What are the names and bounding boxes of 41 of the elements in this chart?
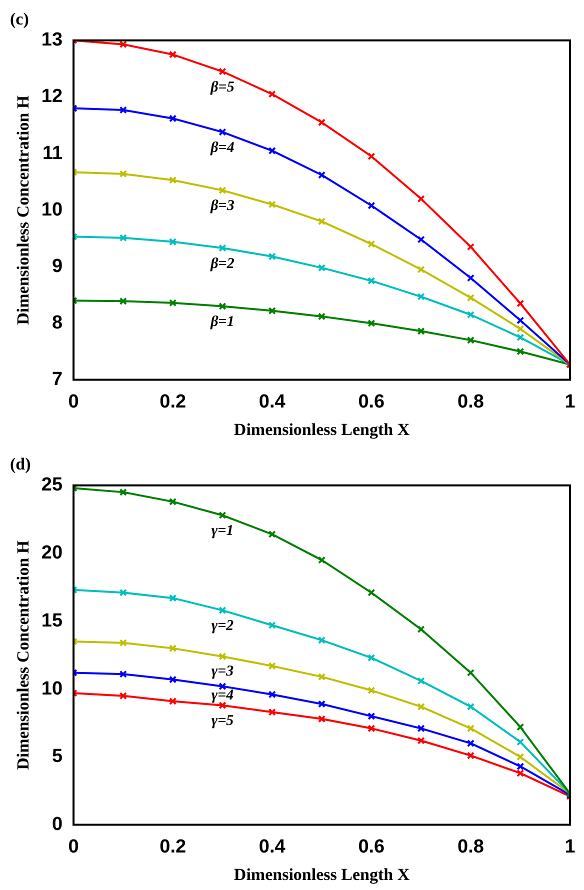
y-tick-label: 7 — [52, 369, 63, 390]
y-tick-label: 8 — [52, 312, 63, 334]
y-tick-label: 10 — [41, 199, 63, 220]
series-label: γ=1 — [211, 523, 234, 540]
series-label: γ=4 — [211, 688, 234, 704]
y-tick-label: 12 — [41, 86, 63, 108]
x-tick-label: 0.8 — [457, 391, 484, 412]
series-label: β=4 — [210, 140, 235, 156]
series-label: γ=3 — [211, 663, 234, 680]
y-axis-title: Dimensionless Concentration H — [14, 540, 33, 770]
x-tick-label: 0.8 — [457, 836, 484, 858]
x-tick-label: 0.4 — [258, 391, 286, 412]
x-tick-label: 0.2 — [160, 836, 186, 858]
series-label: γ=5 — [211, 713, 234, 730]
y-tick-label: 11 — [42, 142, 63, 164]
x-tick-label: 0.2 — [160, 391, 186, 412]
series-label: β=3 — [210, 198, 235, 214]
series-label: β=2 — [210, 256, 235, 272]
x-tick-label: 0.6 — [358, 391, 385, 412]
chart-title: (c) — [10, 10, 29, 29]
x-axis-title: Dimensionless Length X — [234, 420, 410, 440]
x-tick-label: 0 — [68, 391, 79, 412]
x-tick-label: 0 — [68, 836, 79, 858]
y-axis-title: Dimensionless Concentration H — [14, 95, 33, 325]
x-tick-label: 0.6 — [358, 836, 385, 858]
y-tick-label: 10 — [41, 678, 63, 700]
y-tick-label: 0 — [52, 814, 63, 836]
y-tick-label: 15 — [41, 610, 63, 632]
series-label: β=5 — [210, 79, 235, 96]
x-tick-label: 1 — [564, 836, 576, 858]
y-tick-label: 13 — [41, 30, 63, 51]
x-tick-label: 0.4 — [258, 836, 286, 858]
y-tick-label: 20 — [41, 542, 63, 564]
series-label: β=1 — [210, 314, 234, 330]
y-tick-label: 25 — [41, 474, 63, 496]
chart-title: (d) — [10, 454, 31, 474]
x-tick-label: 1 — [564, 391, 576, 412]
y-tick-label: 9 — [52, 256, 63, 277]
x-axis-title: Dimensionless Length X — [234, 865, 410, 884]
y-tick-label: 5 — [52, 746, 63, 768]
series-label: γ=2 — [211, 618, 234, 634]
